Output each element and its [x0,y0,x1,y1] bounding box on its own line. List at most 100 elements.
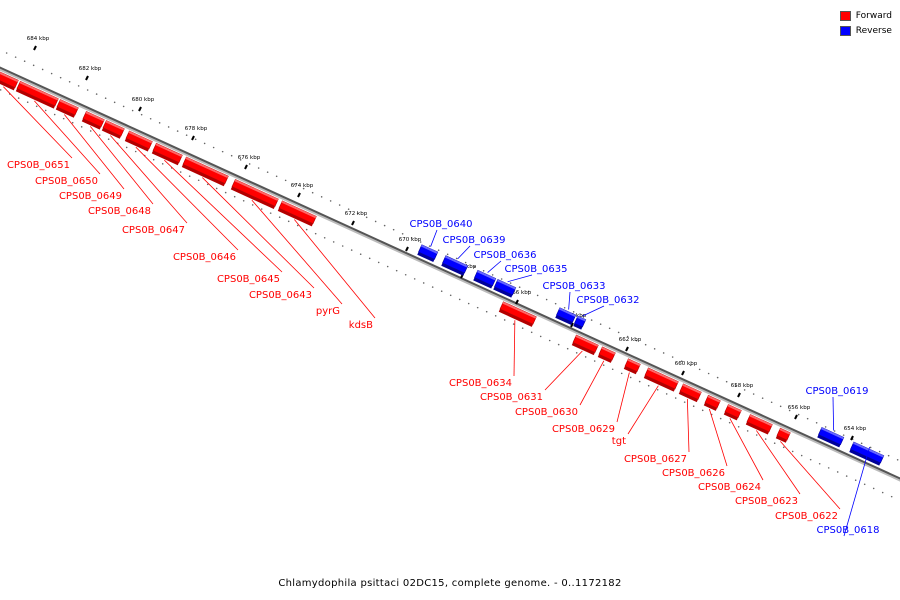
guide-dot [449,294,452,297]
gene-label: CPS0B_0631 [480,392,543,403]
guide-dot [554,302,557,305]
guide-dot [50,72,53,75]
label-leader [568,291,571,310]
guide-dot [665,393,668,395]
label-leader [294,219,376,319]
guide-dot [698,368,701,371]
gene-CPS0B_0630 [597,346,616,363]
guide-dot [869,446,872,449]
guide-dot [383,224,386,227]
gene-CPS0B_0632 [573,315,587,330]
guide-dot [356,212,359,215]
guide-dot [887,454,890,457]
genome-backbone [0,66,900,482]
guide-dot [548,339,551,342]
guide-dot [806,417,809,420]
guide-dot [215,187,218,190]
guide-dot [638,380,641,383]
guide-dot [743,389,746,391]
guide-dot [545,298,548,301]
guide-dot [104,97,107,100]
guide-dot [644,343,647,346]
tick-label: 680 kbp [132,97,155,103]
guide-dot [608,327,611,330]
guide-dot [266,171,269,173]
guide-dot [386,265,389,268]
guide-dot [80,126,83,128]
label-leader [202,177,315,289]
guide-dot [824,426,827,428]
guide-dot [842,434,845,436]
guide-dot [593,360,596,362]
guide-dot [5,52,8,54]
gene-CPS0B_0640 [417,244,439,263]
gene-CPS0B_0634 [498,301,537,327]
guide-dot [404,273,407,276]
guide-dot [86,89,89,91]
tick-label: 684 kbp [27,36,50,42]
guide-dot [251,204,254,206]
guide-dot [329,200,332,202]
tick-mark [85,75,89,81]
tick-label: 660 kbp [675,361,698,367]
label-leader [616,372,630,423]
gene-CPS0B_0622 [775,427,791,443]
guide-dot [761,397,764,399]
gene-label: CPS0B_0618 [816,525,879,536]
guide-dot [185,134,188,136]
gene-kdsB [277,200,317,227]
guide-dot [284,179,287,182]
forward-swatch [839,10,851,21]
label-leader [513,320,516,377]
guide-dot [257,167,260,169]
guide-dot [395,269,398,272]
gene-CPS0B_0635 [493,279,517,298]
gene-CPS0B_0650 [15,80,59,109]
guide-dot [719,417,722,420]
guide-dot [509,282,512,284]
gene-CPS0B_0623 [745,414,773,435]
guide-dot [368,257,371,260]
guide-dot [881,491,884,494]
guide-dot [512,323,515,325]
gene-CPS0B_0643 [181,156,229,187]
guide-dot [401,232,404,235]
label-leader [90,126,154,205]
tick-mark [570,322,574,328]
guide-dot [71,121,74,124]
guide-dot [131,109,134,112]
label-leader [64,114,125,190]
guide-dot [725,380,728,383]
guide-dot [248,163,251,165]
guide-dot [752,393,755,395]
label-leader [110,135,188,224]
guide-dot [212,146,215,149]
guide-dot [764,438,767,440]
guide-dot [653,348,656,350]
tick-label: 658 kbp [731,383,754,389]
guide-dot [818,462,821,465]
gene-CPS0B_0619 [817,426,845,448]
gene-CPS0B_0639 [441,255,469,276]
guide-dot [107,138,110,140]
gene-label: CPS0B_0648 [88,206,151,217]
guide-dot [140,113,143,116]
guide-dot [410,237,413,239]
guide-dot [41,68,44,71]
guide-dot [833,430,836,432]
label-leader [780,441,841,510]
guide-dot [122,105,125,108]
guide-dot [311,191,314,194]
guide-dot [854,479,857,481]
guide-dot [791,450,794,453]
label-leader [487,260,502,273]
tick-mark [351,220,355,226]
guide-dot [575,352,578,354]
guide-dot [599,323,602,325]
gene-CPS0B_0645 [151,142,183,166]
guide-dot [296,224,299,227]
guide-dot [275,175,278,178]
guide-dot [746,430,749,432]
guide-dot [689,364,692,367]
guide-dot [521,327,524,329]
